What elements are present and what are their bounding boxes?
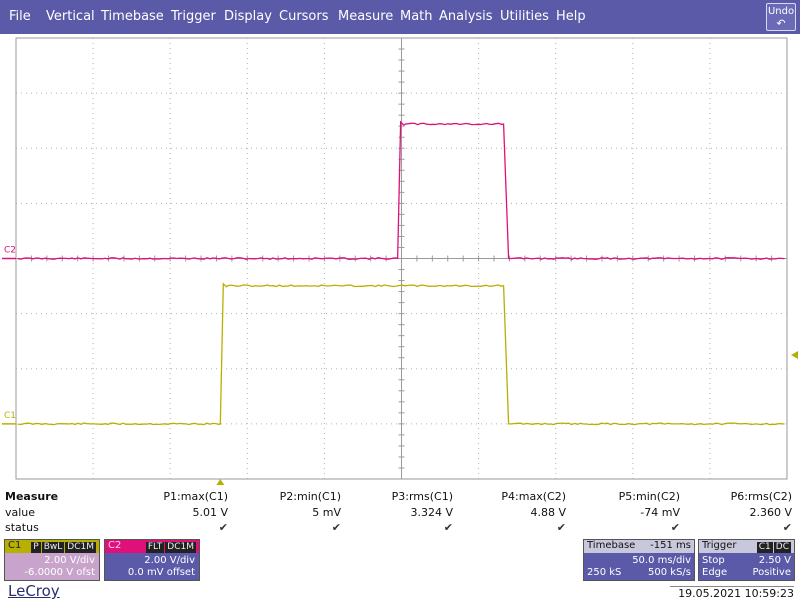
menu-utilities[interactable]: Utilities	[500, 9, 549, 24]
undo-button[interactable]: Undo ↶	[766, 3, 796, 31]
trigger-title: Trigger	[702, 540, 737, 551]
timebase-rate: 500 kS/s	[648, 567, 691, 578]
c2-tag-flt: FLT	[145, 542, 165, 553]
c2-tags: FLT DC1M	[145, 541, 197, 553]
c1-tag-bwl: BwL	[41, 542, 65, 553]
c1-waveform	[17, 282, 785, 426]
c2-offset: 0.0 mV offset	[127, 567, 195, 578]
param-value-p4: 4.88 V	[530, 506, 566, 519]
check-icon: ✔	[556, 521, 566, 534]
c2-descriptor-header: C2 FLT DC1M	[105, 540, 199, 553]
timebase-delay: -151 ms	[650, 540, 691, 551]
menu-analysis[interactable]: Analysis	[439, 9, 493, 24]
trigger-body: Stop 2.50 V Edge Positive	[699, 553, 794, 580]
menu-cursors[interactable]: Cursors	[279, 9, 329, 24]
c1-name: C1	[8, 540, 22, 551]
timebase-tdiv: 50.0 ms/div	[632, 555, 691, 566]
menu-bar: File Vertical Timebase Trigger Display C…	[0, 0, 800, 34]
waveform-display[interactable]: C2 C1	[0, 0, 800, 485]
check-icon: ✔	[782, 521, 792, 534]
menu-vertical[interactable]: Vertical	[46, 9, 95, 24]
datetime-display: 19.05.2021 10:59:23	[670, 586, 794, 600]
trigger-level: 2.50 V	[758, 555, 791, 566]
c2-vdiv: 2.00 V/div	[144, 555, 195, 566]
undo-arrow-icon: ↶	[776, 17, 786, 30]
c2-waveform	[17, 120, 785, 261]
param-name-p3[interactable]: P3:rms(C1)	[391, 490, 453, 503]
measure-title: Measure	[5, 490, 59, 503]
c1-vdiv: 2.00 V/div	[44, 555, 95, 566]
menu-display[interactable]: Display	[224, 9, 272, 24]
c1-tag-p: P	[31, 542, 41, 553]
param-value-p1: 5.01 V	[192, 506, 228, 519]
menu-math[interactable]: Math	[400, 9, 433, 24]
timebase-descriptor[interactable]: Timebase -151 ms 50.0 ms/div 250 kS 500 …	[583, 539, 695, 581]
trigger-descriptor[interactable]: Trigger C1 DC Stop 2.50 V Edge Positive	[698, 539, 795, 581]
c1-tags: P BwL DC1M	[31, 541, 97, 553]
check-icon: ✔	[218, 521, 228, 534]
check-icon: ✔	[443, 521, 453, 534]
menu-help[interactable]: Help	[556, 9, 586, 24]
param-name-p6[interactable]: P6:rms(C2)	[730, 490, 792, 503]
trigger-level-marker	[791, 350, 798, 359]
c2-tag-coupling: DC1M	[165, 542, 196, 553]
timebase-title: Timebase	[587, 540, 636, 551]
timebase-body: 50.0 ms/div 250 kS 500 kS/s	[584, 553, 694, 580]
param-value-p6: 2.360 V	[749, 506, 792, 519]
trigger-header: Trigger C1 DC	[699, 540, 794, 553]
param-value-p5: -74 mV	[640, 506, 680, 519]
param-name-p4[interactable]: P4:max(C2)	[501, 490, 566, 503]
menu-timebase[interactable]: Timebase	[101, 9, 164, 24]
param-value-p2: 5 mV	[312, 506, 341, 519]
waveforms	[17, 120, 785, 426]
c1-offset: -6.0000 V ofst	[24, 567, 95, 578]
trigger-tag-source: C1	[756, 542, 773, 553]
c2-ground-label: C2	[4, 246, 16, 256]
undo-label: Undo	[767, 6, 795, 17]
param-name-p2[interactable]: P2:min(C1)	[279, 490, 341, 503]
c1-ground-label: C1	[4, 411, 16, 421]
c1-descriptor-header: C1 P BwL DC1M	[5, 540, 99, 553]
menu-measure[interactable]: Measure	[338, 9, 394, 24]
menu-trigger[interactable]: Trigger	[171, 9, 216, 24]
measure-panel: Measure P1:max(C1) P2:min(C1) P3:rms(C1)…	[0, 488, 800, 538]
timebase-header: Timebase -151 ms	[584, 540, 694, 553]
trigger-tag-coupling: DC	[773, 542, 791, 553]
check-icon: ✔	[331, 521, 341, 534]
timebase-samples: 250 kS	[587, 567, 622, 578]
markers: C2 C1	[2, 246, 798, 485]
value-label: value	[5, 506, 36, 519]
c1-tag-coupling: DC1M	[65, 542, 96, 553]
menu-file[interactable]: File	[9, 9, 31, 24]
trigger-position-marker	[216, 479, 225, 485]
trigger-mode: Stop	[702, 555, 725, 566]
c2-descriptor-body: 2.00 V/div 0.0 mV offset	[105, 553, 199, 580]
param-value-p3: 3.324 V	[410, 506, 453, 519]
lecroy-logo: LeCroy	[8, 582, 60, 600]
trigger-slope: Positive	[752, 567, 791, 578]
c2-name: C2	[108, 540, 122, 551]
param-name-p1[interactable]: P1:max(C1)	[163, 490, 228, 503]
c1-descriptor-body: 2.00 V/div -6.0000 V ofst	[5, 553, 99, 580]
c1-descriptor[interactable]: C1 P BwL DC1M 2.00 V/div -6.0000 V ofst	[4, 539, 100, 581]
c2-descriptor[interactable]: C2 FLT DC1M 2.00 V/div 0.0 mV offset	[104, 539, 200, 581]
status-label: status	[5, 521, 39, 534]
trigger-type: Edge	[702, 567, 728, 578]
trigger-tags: C1 DC	[756, 541, 792, 553]
check-icon: ✔	[670, 521, 680, 534]
param-name-p5[interactable]: P5:min(C2)	[618, 490, 680, 503]
